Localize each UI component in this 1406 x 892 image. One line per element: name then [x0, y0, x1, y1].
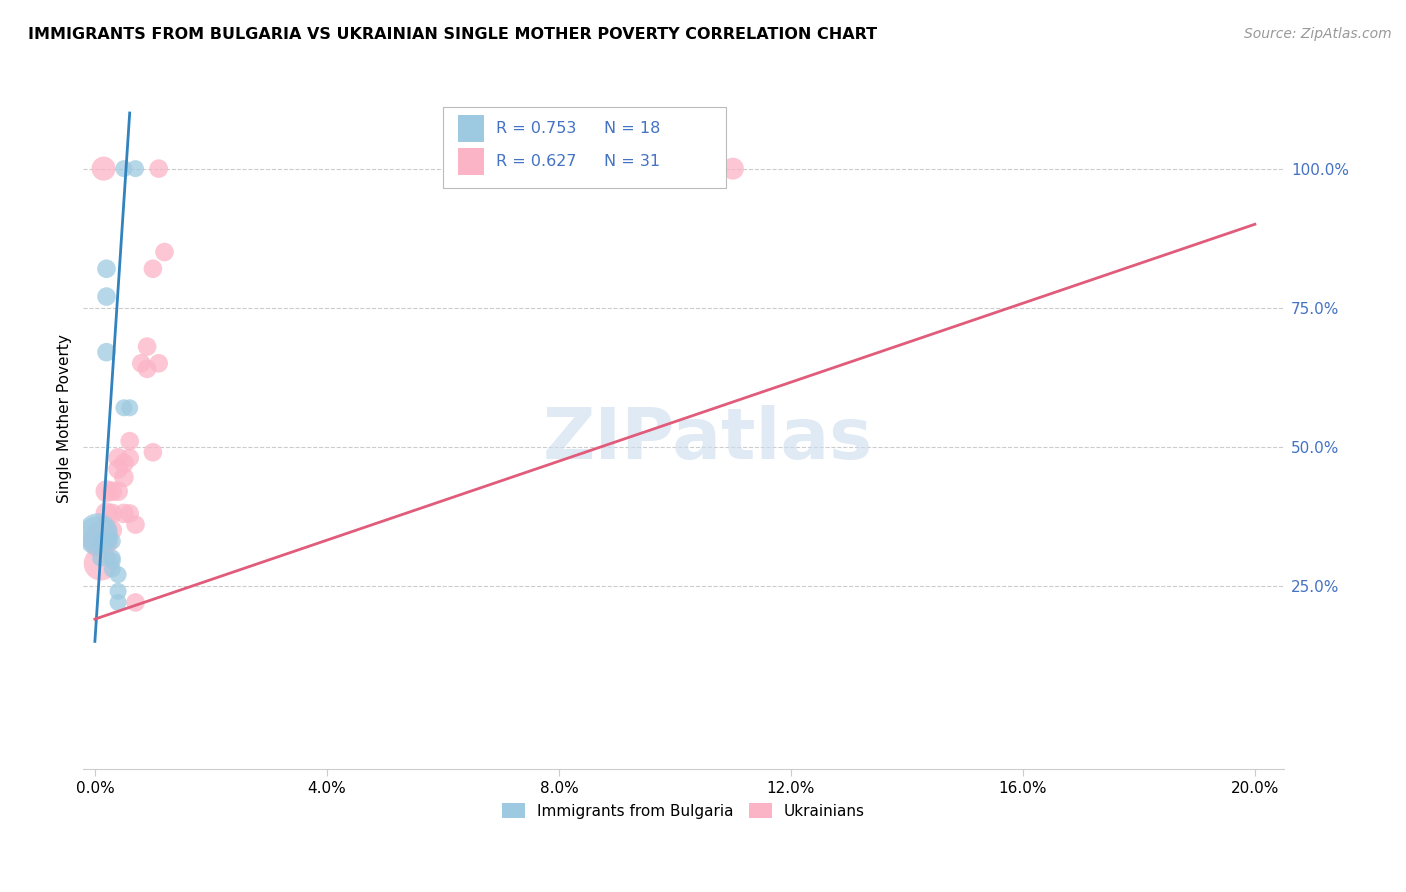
Point — [148, 161, 170, 176]
Point — [96, 484, 118, 499]
Point — [112, 161, 135, 176]
Point — [112, 507, 135, 521]
Point — [124, 595, 146, 609]
Point — [96, 523, 118, 537]
Point — [93, 161, 115, 176]
Point — [96, 289, 118, 303]
Y-axis label: Single Mother Poverty: Single Mother Poverty — [58, 334, 72, 503]
Point — [90, 534, 112, 549]
Point — [136, 362, 159, 376]
Point — [112, 457, 135, 471]
Point — [112, 470, 135, 484]
Point — [101, 534, 124, 549]
Point — [87, 525, 110, 540]
Text: R = 0.627: R = 0.627 — [496, 154, 576, 169]
Text: N = 31: N = 31 — [605, 154, 661, 169]
Point — [107, 450, 129, 465]
Point — [129, 356, 152, 370]
Point — [576, 161, 599, 176]
Point — [148, 356, 170, 370]
Point — [101, 507, 124, 521]
Point — [101, 554, 124, 568]
Point — [118, 401, 141, 415]
Point — [101, 523, 124, 537]
Point — [87, 529, 110, 543]
Point — [118, 450, 141, 465]
Point — [118, 507, 141, 521]
Text: IMMIGRANTS FROM BULGARIA VS UKRAINIAN SINGLE MOTHER POVERTY CORRELATION CHART: IMMIGRANTS FROM BULGARIA VS UKRAINIAN SI… — [28, 27, 877, 42]
Point — [112, 401, 135, 415]
Point — [142, 261, 165, 276]
Point — [107, 595, 129, 609]
Point — [90, 557, 112, 571]
Text: ZIPatlas: ZIPatlas — [543, 406, 873, 475]
Point — [90, 532, 112, 546]
Point — [107, 462, 129, 476]
Point — [90, 534, 112, 549]
Text: R = 0.753: R = 0.753 — [496, 121, 576, 136]
Point — [153, 245, 176, 260]
Point — [96, 345, 118, 359]
Point — [136, 340, 159, 354]
Bar — [458, 148, 484, 175]
Point — [721, 161, 744, 176]
Bar — [458, 115, 484, 142]
Point — [101, 562, 124, 576]
Text: N = 18: N = 18 — [605, 121, 661, 136]
Text: Source: ZipAtlas.com: Source: ZipAtlas.com — [1244, 27, 1392, 41]
Point — [101, 484, 124, 499]
Point — [142, 445, 165, 459]
Point — [101, 551, 124, 566]
Point — [124, 517, 146, 532]
Point — [107, 484, 129, 499]
Point — [107, 584, 129, 599]
Point — [90, 551, 112, 566]
Point — [96, 507, 118, 521]
FancyBboxPatch shape — [443, 107, 725, 187]
Point — [118, 434, 141, 449]
Point — [107, 567, 129, 582]
Point — [124, 161, 146, 176]
Point — [96, 261, 118, 276]
Legend: Immigrants from Bulgaria, Ukrainians: Immigrants from Bulgaria, Ukrainians — [496, 797, 872, 825]
